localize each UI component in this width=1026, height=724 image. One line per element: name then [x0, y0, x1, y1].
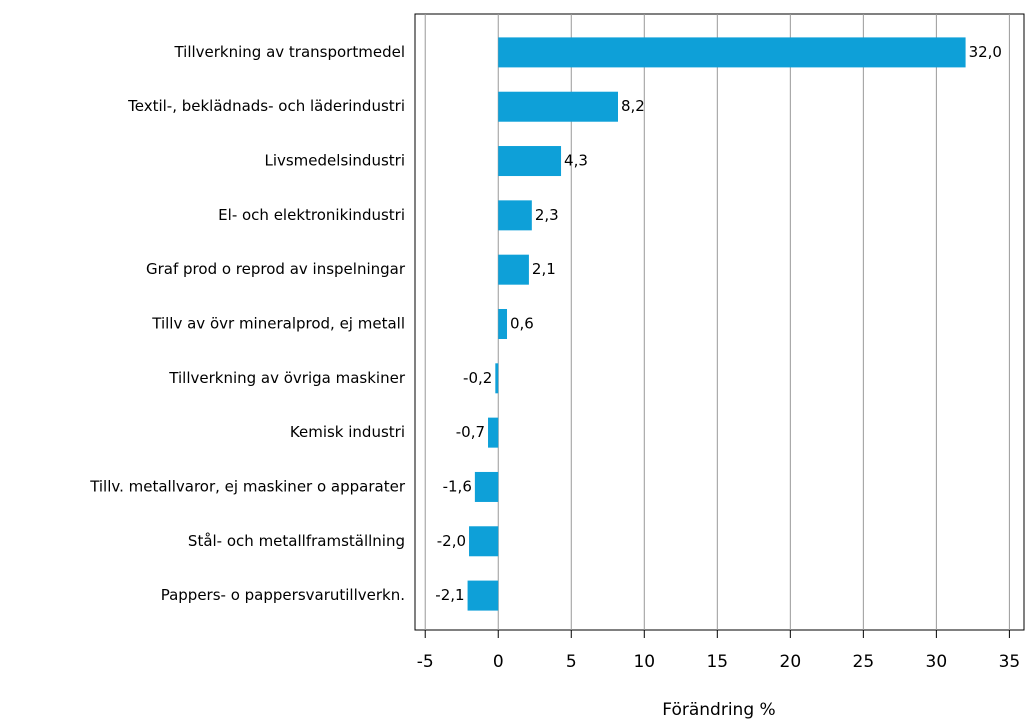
value-label: -0,2: [463, 369, 492, 387]
bar: [467, 580, 499, 611]
bar: [498, 91, 618, 122]
value-label: -0,7: [456, 423, 485, 441]
x-tick-label: 15: [706, 652, 728, 672]
bar: [498, 37, 966, 68]
value-label: 2,1: [532, 260, 556, 278]
category-label: Pappers- o pappersvarutillverkn.: [161, 586, 405, 604]
x-tick-label: 10: [633, 652, 655, 672]
x-tick-label: 35: [999, 652, 1021, 672]
plot-frame: [414, 13, 1025, 631]
bar: [498, 200, 532, 231]
category-label: Graf prod o reprod av inspelningar: [146, 260, 406, 278]
x-tick-label: 5: [566, 652, 577, 672]
category-label: El- och elektronikindustri: [218, 206, 405, 224]
value-label: -2,1: [435, 586, 464, 604]
x-tick-label: 25: [853, 652, 875, 672]
x-tick-label: 20: [780, 652, 802, 672]
bar: [474, 471, 499, 502]
x-tick-label: 0: [493, 652, 504, 672]
value-label: 4,3: [564, 152, 588, 170]
category-label: Kemisk industri: [290, 423, 405, 441]
bar: [498, 146, 562, 177]
category-label: Tillverkning av övriga maskiner: [168, 369, 406, 387]
category-label: Textil-, beklädnads- och läderindustri: [127, 97, 405, 115]
category-label: Tillverkning av transportmedel: [173, 43, 405, 61]
category-label: Stål- och metallframställning: [188, 532, 405, 550]
x-tick-label: -5: [417, 652, 434, 672]
value-label: 32,0: [969, 43, 1002, 61]
value-label: -1,6: [443, 477, 472, 495]
bar: [495, 363, 499, 394]
bar: [498, 254, 529, 285]
x-axis-label: Förändring %: [662, 700, 775, 720]
value-label: -2,0: [437, 532, 466, 550]
category-label: Tillv. metallvaror, ej maskiner o appara…: [89, 477, 406, 495]
bar: [469, 526, 499, 557]
category-label: Livsmedelsindustri: [264, 152, 405, 170]
value-label: 8,2: [621, 97, 645, 115]
x-tick-label: 30: [926, 652, 948, 672]
category-label: Tillv av övr mineralprod, ej metall: [151, 314, 405, 332]
value-label: 0,6: [510, 314, 534, 332]
bar: [498, 308, 508, 339]
value-label: 2,3: [535, 206, 559, 224]
bar: [488, 417, 499, 448]
